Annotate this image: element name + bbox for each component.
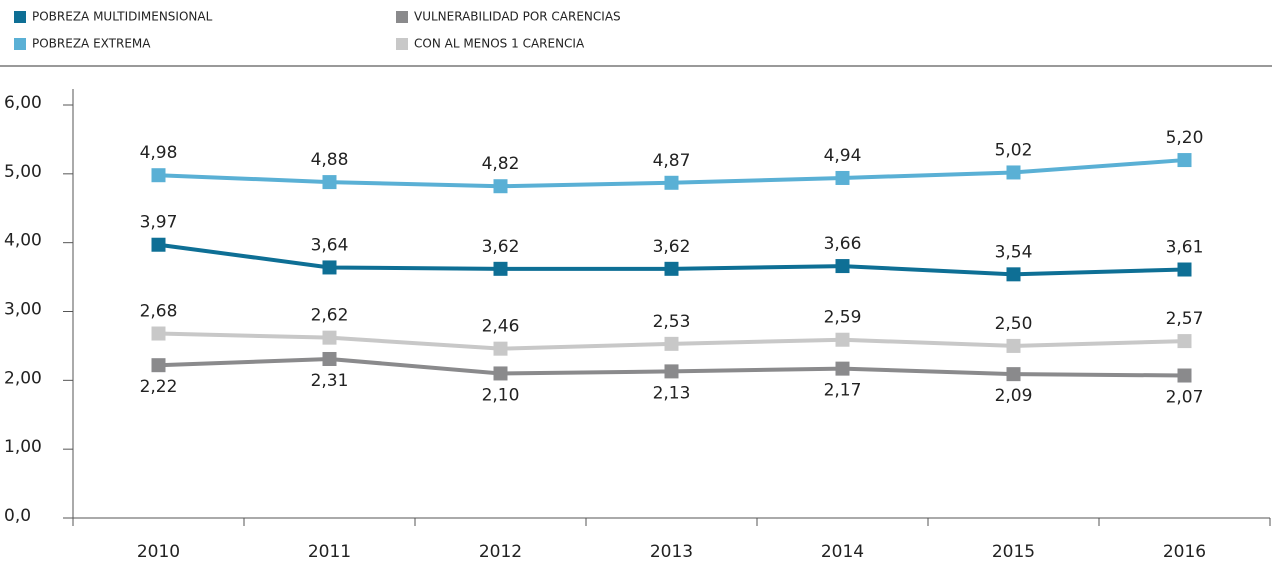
data-label: 4,82 — [482, 154, 520, 174]
series-marker — [1006, 165, 1021, 180]
data-label: 2,31 — [311, 371, 349, 391]
data-label: 3,62 — [653, 237, 691, 257]
series-marker — [322, 351, 337, 366]
data-label: 3,66 — [824, 234, 862, 254]
series-marker — [493, 366, 508, 381]
legend-swatch — [396, 38, 408, 50]
series-marker — [1177, 368, 1192, 383]
y-tick-label: 0,0 — [4, 506, 31, 526]
y-tick-label: 3,00 — [4, 300, 42, 320]
series-marker — [322, 260, 337, 275]
data-label: 2,09 — [995, 386, 1033, 406]
data-label: 5,02 — [995, 140, 1033, 160]
x-tick-label: 2012 — [479, 542, 522, 562]
data-label: 3,62 — [482, 237, 520, 257]
series-marker — [664, 175, 679, 190]
series-marker — [664, 336, 679, 351]
y-tick-label: 6,00 — [4, 93, 42, 113]
legend-swatch — [14, 38, 26, 50]
series-marker — [1006, 267, 1021, 282]
x-tick-label: 2014 — [821, 542, 864, 562]
series-marker — [322, 330, 337, 345]
data-label: 3,97 — [140, 213, 178, 233]
series-marker — [835, 361, 850, 376]
data-label: 2,68 — [140, 302, 178, 322]
data-label: 2,07 — [1166, 388, 1204, 408]
data-label: 4,98 — [140, 143, 178, 163]
data-label: 3,61 — [1166, 238, 1204, 258]
series-marker — [151, 358, 166, 373]
data-label: 4,87 — [653, 151, 691, 171]
data-label: 5,20 — [1166, 128, 1204, 148]
data-label: 4,88 — [311, 150, 349, 170]
data-label: 2,10 — [482, 385, 520, 405]
series-marker — [151, 237, 166, 252]
series-marker — [151, 326, 166, 341]
data-label: 3,64 — [311, 235, 349, 255]
data-label: 2,57 — [1166, 309, 1204, 329]
series-marker — [835, 170, 850, 185]
series-marker — [322, 175, 337, 190]
legend-label: POBREZA EXTREMA — [32, 37, 151, 51]
series-marker — [493, 179, 508, 194]
series-marker — [664, 364, 679, 379]
legend-swatch — [14, 11, 26, 23]
series-marker — [1177, 334, 1192, 349]
x-tick-label: 2010 — [137, 542, 180, 562]
series-marker — [493, 341, 508, 356]
data-label: 4,94 — [824, 146, 862, 166]
legend-swatch — [396, 11, 408, 23]
series-marker — [151, 168, 166, 183]
legend-label: CON AL MENOS 1 CARENCIA — [414, 37, 585, 51]
data-label: 2,59 — [824, 308, 862, 328]
legend-label: POBREZA MULTIDIMENSIONAL — [32, 10, 213, 24]
data-label: 2,46 — [482, 317, 520, 337]
series-marker — [835, 259, 850, 274]
x-tick-label: 2016 — [1163, 542, 1206, 562]
series-marker — [1006, 338, 1021, 353]
x-tick-label: 2013 — [650, 542, 693, 562]
data-label: 2,53 — [653, 312, 691, 332]
series-marker — [664, 261, 679, 276]
x-tick-label: 2011 — [308, 542, 351, 562]
data-label: 2,22 — [140, 377, 178, 397]
series-marker — [835, 332, 850, 347]
y-tick-label: 4,00 — [4, 231, 42, 251]
series-marker — [1177, 153, 1192, 168]
y-tick-label: 2,00 — [4, 368, 42, 388]
data-label: 2,62 — [311, 306, 349, 326]
data-label: 3,54 — [995, 242, 1033, 262]
series-marker — [1006, 367, 1021, 382]
legend-label: VULNERABILIDAD POR CARENCIAS — [414, 10, 621, 24]
data-label: 2,13 — [653, 383, 691, 403]
series-marker — [493, 261, 508, 276]
data-label: 2,17 — [824, 381, 862, 401]
y-tick-label: 1,00 — [4, 437, 42, 457]
y-tick-label: 5,00 — [4, 162, 42, 182]
x-tick-label: 2015 — [992, 542, 1035, 562]
data-label: 2,50 — [995, 314, 1033, 334]
series-marker — [1177, 262, 1192, 277]
